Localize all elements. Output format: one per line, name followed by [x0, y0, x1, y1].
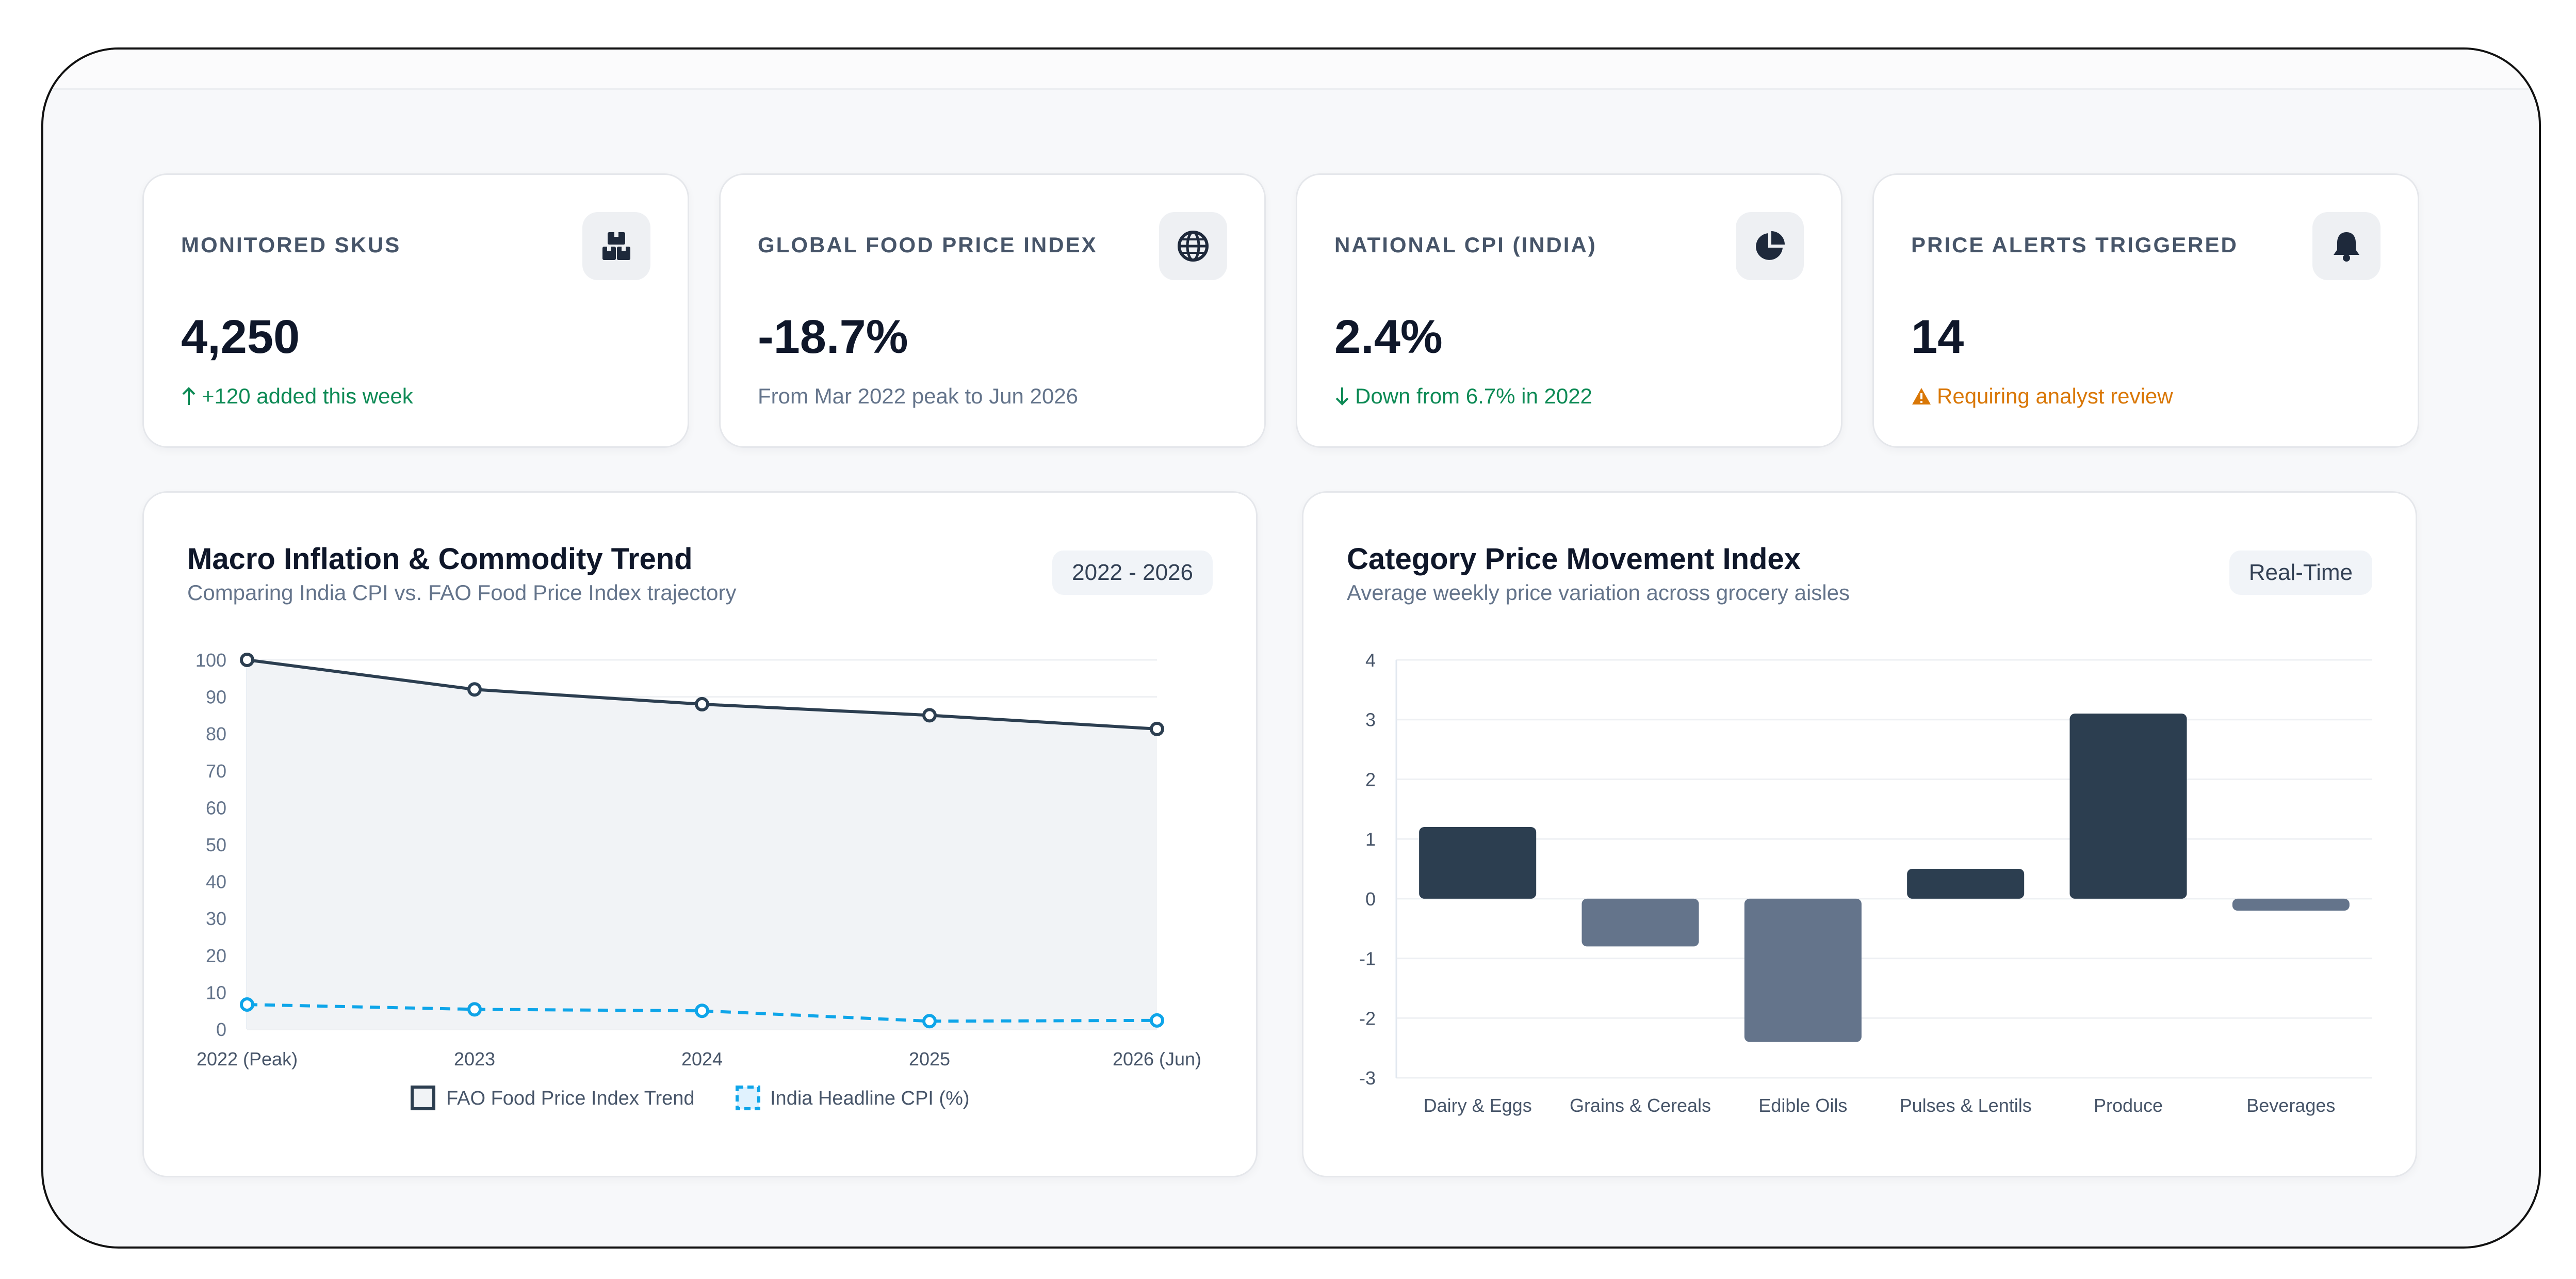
bar — [1419, 827, 1537, 899]
kpi-card-global-food-price-index: GLOBAL FOOD PRICE INDEX -18.7% From Mar … — [719, 173, 1266, 448]
panel-subtitle: Average weekly price variation across gr… — [1347, 580, 1850, 605]
kpi-value: 2.4% — [1334, 311, 1443, 363]
x-tick-label: Produce — [2094, 1095, 2163, 1116]
kpi-subtext-label: Down from 6.7% in 2022 — [1355, 384, 1592, 408]
kpi-label: GLOBAL FOOD PRICE INDEX — [758, 233, 1098, 257]
y-tick-label: 0 — [1365, 888, 1376, 910]
legend-swatch-cpi — [736, 1086, 760, 1110]
y-tick-label: 90 — [206, 687, 226, 708]
x-tick-label: Edible Oils — [1758, 1095, 1847, 1116]
y-tick-label: 4 — [1365, 650, 1376, 671]
kpi-card-national-cpi: NATIONAL CPI (INDIA) 2.4% Down from 6.7%… — [1296, 173, 1843, 448]
warning-icon — [1912, 388, 1931, 404]
kpi-card-price-alerts: PRICE ALERTS TRIGGERED 14 Requiring anal… — [1872, 173, 2419, 448]
kpi-label: MONITORED SKUS — [181, 233, 401, 257]
fao-data-point — [240, 653, 254, 667]
top-bar — [43, 50, 2539, 90]
kpi-subtext: +120 added this week — [181, 384, 413, 409]
kpi-label: NATIONAL CPI (INDIA) — [1334, 233, 1597, 257]
x-tick-label: 2025 — [909, 1048, 950, 1070]
category-bar-chart: 4 3 2 1 0 -1 -2 -3 Dairy & Eggs Grains & Cereals E… — [1359, 650, 2372, 1116]
kpi-value: 4,250 — [181, 311, 300, 363]
y-tick-label: 10 — [206, 982, 226, 1003]
y-tick-label: 20 — [206, 945, 226, 966]
cpi-data-point — [1150, 1013, 1164, 1028]
kpi-subtext: Requiring analyst review — [1911, 384, 2173, 409]
y-tick-label: 80 — [206, 723, 226, 744]
macro-line-chart: 0 10 20 30 40 50 60 70 80 90 100 2022 (Peak) 2023 202… — [195, 650, 1201, 1110]
date-range-chip[interactable]: 2022 - 2026 — [1052, 551, 1213, 595]
cpi-data-point — [240, 997, 254, 1012]
kpi-label: PRICE ALERTS TRIGGERED — [1911, 233, 2238, 257]
bell-icon[interactable] — [2312, 212, 2381, 280]
bar — [1744, 898, 1862, 1042]
y-tick-label: 1 — [1365, 829, 1376, 850]
x-tick-label: 2024 — [681, 1048, 723, 1070]
cpi-data-point — [922, 1014, 937, 1029]
bar — [1907, 869, 2025, 899]
kpi-subtext-label: Requiring analyst review — [1937, 384, 2173, 408]
kpi-subtext-label: +120 added this week — [202, 384, 413, 408]
x-tick-label: 2022 (Peak) — [197, 1048, 298, 1070]
kpi-subtext: Down from 6.7% in 2022 — [1334, 384, 1592, 409]
legend-swatch-fao — [411, 1086, 435, 1110]
cpi-data-point — [695, 1003, 709, 1018]
pie-chart-icon[interactable] — [1736, 212, 1804, 280]
globe-icon[interactable] — [1159, 212, 1227, 280]
x-tick-label: Pulses & Lentils — [1900, 1095, 2032, 1116]
y-tick-label: 100 — [195, 650, 226, 671]
legend-label-cpi: India Headline CPI (%) — [770, 1088, 970, 1109]
x-tick-label: Dairy & Eggs — [1424, 1095, 1532, 1116]
cpi-data-point — [467, 1002, 482, 1017]
panel-subtitle: Comparing India CPI vs. FAO Food Price I… — [187, 580, 737, 605]
x-tick-label: Grains & Cereals — [1570, 1095, 1711, 1116]
y-tick-label: 70 — [206, 760, 226, 782]
category-movement-panel: Category Price Movement Index Average we… — [1302, 491, 2417, 1177]
y-tick-label: -1 — [1359, 948, 1376, 969]
y-tick-label: -2 — [1359, 1008, 1376, 1029]
boxes-icon[interactable] — [582, 212, 650, 280]
arrow-up-icon — [182, 387, 195, 405]
y-tick-label: 30 — [206, 908, 226, 929]
y-tick-label: 40 — [206, 871, 226, 893]
fao-data-point — [695, 697, 709, 711]
kpi-value: -18.7% — [758, 311, 908, 363]
real-time-chip[interactable]: Real-Time — [2229, 551, 2372, 595]
kpi-card-monitored-skus: MONITORED SKUS 4,250 +120 added this wee… — [142, 173, 689, 448]
y-tick-label: 3 — [1365, 709, 1376, 731]
fao-data-point — [1150, 721, 1164, 736]
kpi-subtext-label: From Mar 2022 peak to Jun 2026 — [758, 384, 1079, 408]
legend-label-fao: FAO Food Price Index Trend — [446, 1088, 695, 1109]
fao-data-point — [467, 682, 482, 697]
kpi-value: 14 — [1911, 311, 1964, 363]
fao-data-point — [922, 708, 937, 723]
x-tick-label: 2026 (Jun) — [1113, 1048, 1201, 1070]
arrow-down-icon — [1335, 387, 1349, 406]
panel-title: Category Price Movement Index — [1347, 542, 1801, 576]
y-tick-label: 60 — [206, 797, 226, 818]
y-tick-label: -3 — [1359, 1067, 1376, 1089]
bar — [2069, 714, 2187, 899]
y-tick-label: 2 — [1365, 769, 1376, 790]
panel-title: Macro Inflation & Commodity Trend — [187, 542, 693, 576]
dashboard-frame: MONITORED SKUS 4,250 +120 added this wee… — [41, 47, 2541, 1249]
x-tick-label: 2023 — [454, 1048, 495, 1070]
kpi-subtext: From Mar 2022 peak to Jun 2026 — [758, 384, 1078, 409]
x-tick-label: Beverages — [2246, 1095, 2335, 1116]
cpi-series-line — [247, 1003, 1157, 1023]
fao-area-fill — [247, 660, 1157, 1029]
macro-trend-panel: Macro Inflation & Commodity Trend Compar… — [142, 491, 1258, 1177]
bar — [2232, 898, 2350, 911]
bar — [1582, 898, 1699, 947]
y-tick-label: 50 — [206, 834, 226, 855]
y-tick-label: 0 — [216, 1019, 226, 1040]
